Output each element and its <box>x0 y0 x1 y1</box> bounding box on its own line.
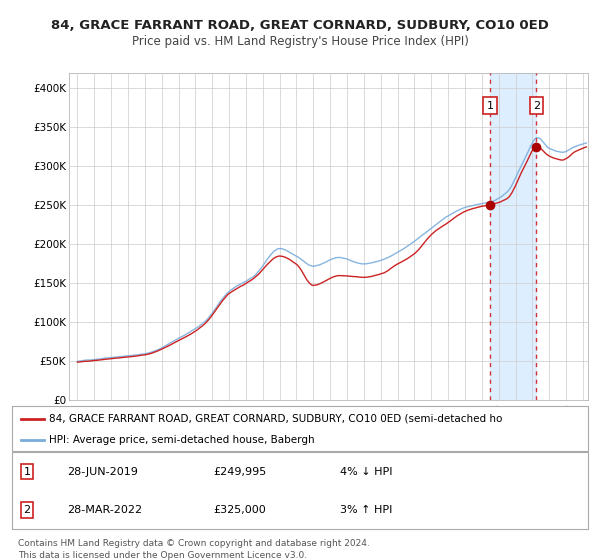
Text: 28-JUN-2019: 28-JUN-2019 <box>67 466 137 477</box>
Bar <box>490 73 536 400</box>
Text: HPI: Average price, semi-detached house, Babergh: HPI: Average price, semi-detached house,… <box>49 435 315 445</box>
FancyBboxPatch shape <box>12 406 588 451</box>
Text: Contains HM Land Registry data © Crown copyright and database right 2024.
This d: Contains HM Land Registry data © Crown c… <box>18 539 370 559</box>
FancyBboxPatch shape <box>12 452 588 529</box>
Text: 1: 1 <box>23 466 31 477</box>
Text: 2: 2 <box>23 505 31 515</box>
Text: 1: 1 <box>487 101 494 110</box>
Text: 84, GRACE FARRANT ROAD, GREAT CORNARD, SUDBURY, CO10 0ED (semi-detached ho: 84, GRACE FARRANT ROAD, GREAT CORNARD, S… <box>49 413 503 423</box>
Text: £325,000: £325,000 <box>214 505 266 515</box>
Text: 2: 2 <box>533 101 540 110</box>
Text: £249,995: £249,995 <box>214 466 267 477</box>
Text: 84, GRACE FARRANT ROAD, GREAT CORNARD, SUDBURY, CO10 0ED: 84, GRACE FARRANT ROAD, GREAT CORNARD, S… <box>51 18 549 32</box>
Text: 3% ↑ HPI: 3% ↑ HPI <box>340 505 392 515</box>
Text: 4% ↓ HPI: 4% ↓ HPI <box>340 466 393 477</box>
Bar <box>566 73 600 400</box>
Text: 28-MAR-2022: 28-MAR-2022 <box>67 505 142 515</box>
Text: Price paid vs. HM Land Registry's House Price Index (HPI): Price paid vs. HM Land Registry's House … <box>131 35 469 49</box>
